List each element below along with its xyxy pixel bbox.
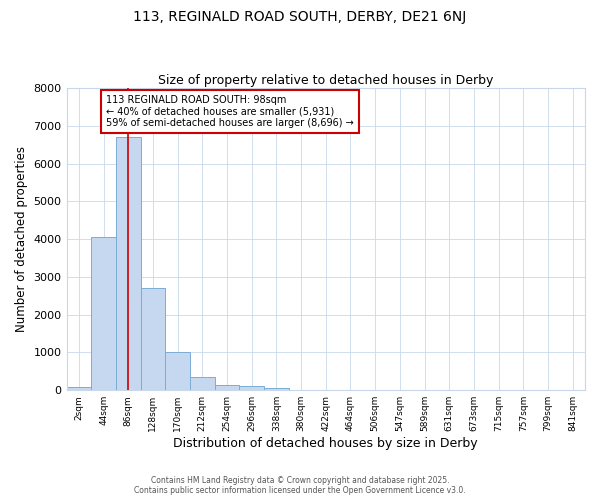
Text: Contains HM Land Registry data © Crown copyright and database right 2025.
Contai: Contains HM Land Registry data © Crown c… (134, 476, 466, 495)
Bar (239, 386, 264, 390)
Bar (190, 377, 215, 390)
X-axis label: Distribution of detached houses by size in Derby: Distribution of detached houses by size … (173, 437, 478, 450)
Bar (91, 238, 116, 390)
Bar (116, 137, 140, 390)
Bar (165, 352, 190, 390)
Bar (140, 288, 165, 390)
Bar (67, 387, 91, 390)
Title: Size of property relative to detached houses in Derby: Size of property relative to detached ho… (158, 74, 493, 87)
Text: 113, REGINALD ROAD SOUTH, DERBY, DE21 6NJ: 113, REGINALD ROAD SOUTH, DERBY, DE21 6N… (133, 10, 467, 24)
Y-axis label: Number of detached properties: Number of detached properties (15, 146, 28, 332)
Bar (215, 386, 239, 390)
Bar (264, 388, 289, 390)
Text: 113 REGINALD ROAD SOUTH: 98sqm
← 40% of detached houses are smaller (5,931)
59% : 113 REGINALD ROAD SOUTH: 98sqm ← 40% of … (106, 95, 354, 128)
